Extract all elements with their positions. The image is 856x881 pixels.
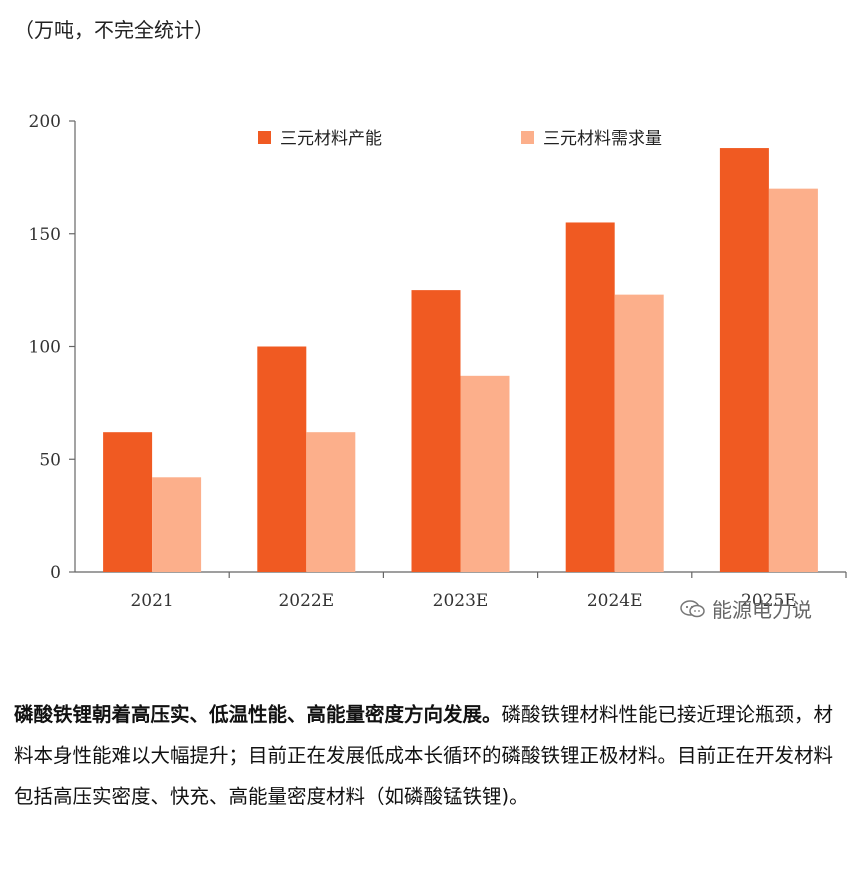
legend: 三元材料产能 三元材料需求量 xyxy=(258,129,662,149)
wechat-icon xyxy=(680,599,705,617)
bar-demand xyxy=(152,477,202,572)
bar-capacity xyxy=(719,148,769,572)
legend-swatch xyxy=(521,131,534,144)
bar-capacity xyxy=(411,290,461,572)
y-tick-label: 150 xyxy=(29,225,61,245)
legend-label: 三元材料产能 xyxy=(280,129,382,149)
x-tick-label: 2021 xyxy=(130,591,173,611)
paragraph-body: 磷酸铁锂材料性能已接近理论瓶颈，材料本身性能难以大幅提升；目前正在发展低成本长循… xyxy=(14,703,834,808)
paragraph-lead: 磷酸铁锂朝着高压实、低温性能、高能量密度方向发展。 xyxy=(14,703,502,726)
bar-capacity xyxy=(103,432,153,572)
x-tick-label: 2023E xyxy=(433,591,489,611)
bar-demand xyxy=(768,188,818,572)
x-tick-label: 2022E xyxy=(278,591,334,611)
bar-capacity xyxy=(257,346,307,572)
y-tick-label: 200 xyxy=(29,112,61,132)
legend-swatch xyxy=(258,131,271,144)
paragraph: 磷酸铁锂朝着高压实、低温性能、高能量密度方向发展。磷酸铁锂材料性能已接近理论瓶颈… xyxy=(14,694,844,817)
watermark-text: 能源电力说 xyxy=(712,598,812,622)
y-tick-label: 100 xyxy=(29,338,61,358)
bar-demand xyxy=(460,375,510,572)
legend-label: 三元材料需求量 xyxy=(543,129,662,149)
watermark: 能源电力说 xyxy=(680,594,812,623)
x-tick-label: 2025E xyxy=(741,591,797,611)
y-axis: 0 50 100 150 200 xyxy=(29,112,76,583)
bars xyxy=(103,148,818,572)
x-tick-label: 2024E xyxy=(587,591,643,611)
y-tick-label: 50 xyxy=(39,450,61,470)
bar-chart: 0 50 100 150 200 2021 2022E 2023E 2024E 2025E 三元… xyxy=(29,112,847,611)
bar-capacity xyxy=(565,222,615,572)
bar-demand xyxy=(614,294,664,572)
y-tick-label: 0 xyxy=(50,563,61,583)
x-axis: 2021 2022E 2023E 2024E 2025E xyxy=(75,571,847,611)
unit-note: （万吨，不完全统计） xyxy=(14,18,214,42)
bar-demand xyxy=(306,432,356,572)
